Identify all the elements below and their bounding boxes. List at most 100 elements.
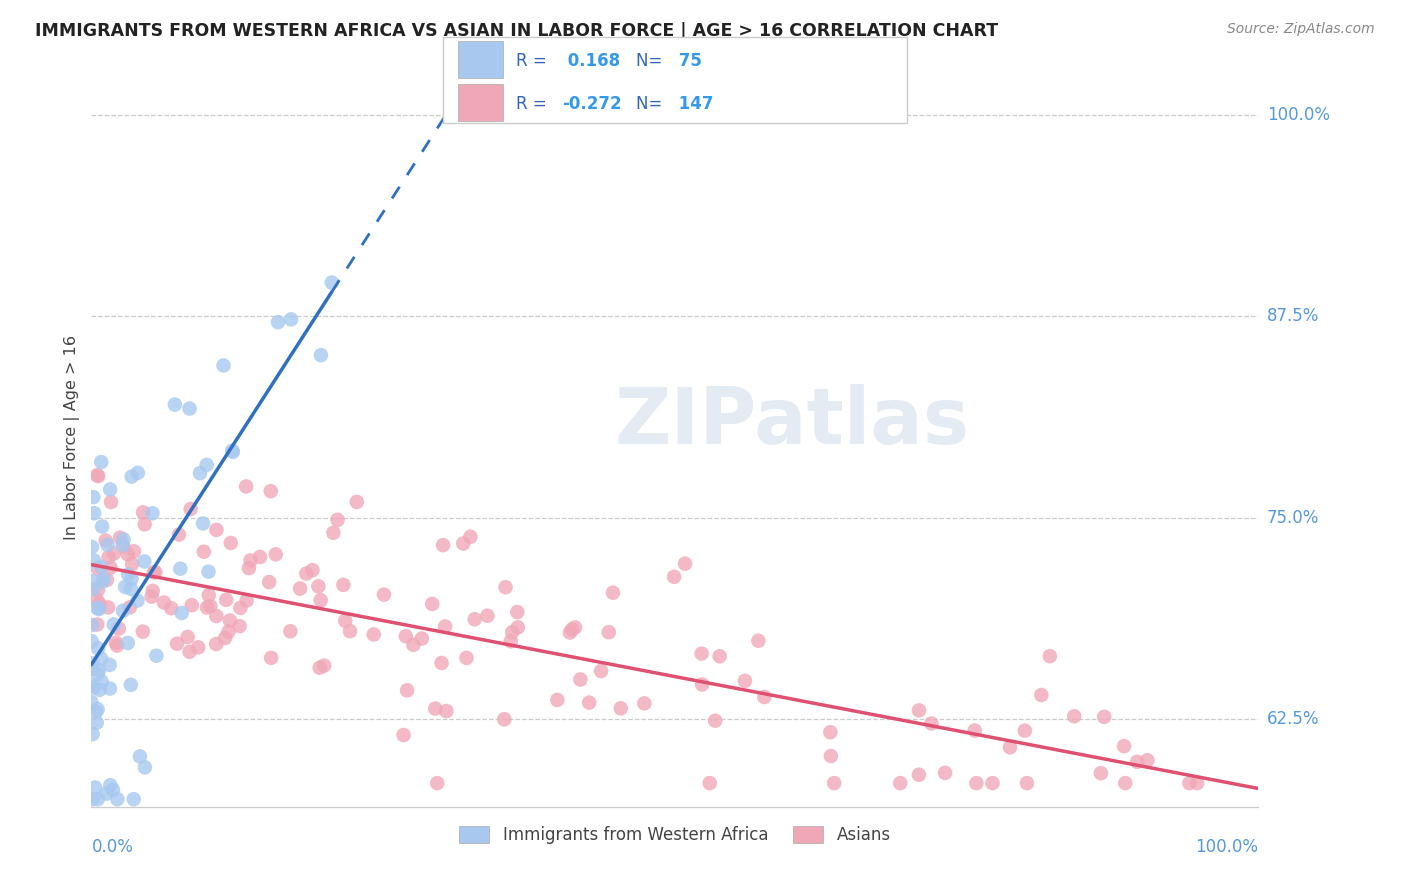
Point bbox=[260, 650, 283, 665]
Point bbox=[1063, 709, 1085, 723]
Text: 0.0%: 0.0% bbox=[91, 838, 134, 855]
Point bbox=[111, 538, 134, 552]
Point bbox=[212, 359, 235, 373]
Point bbox=[889, 776, 911, 790]
Point bbox=[98, 657, 121, 672]
Point bbox=[86, 468, 108, 483]
Point bbox=[610, 701, 633, 715]
Point bbox=[134, 760, 156, 774]
Point bbox=[392, 728, 415, 742]
Point bbox=[1015, 776, 1038, 790]
Legend: Immigrants from Western Africa, Asians: Immigrants from Western Africa, Asians bbox=[453, 819, 897, 851]
Point bbox=[704, 714, 727, 728]
Point bbox=[93, 572, 115, 586]
Point bbox=[82, 678, 104, 692]
Point bbox=[97, 550, 120, 565]
Point bbox=[86, 593, 108, 607]
Point bbox=[117, 547, 139, 561]
Point bbox=[112, 540, 135, 554]
Point bbox=[89, 597, 111, 611]
Text: R =: R = bbox=[516, 53, 553, 70]
Point bbox=[709, 649, 731, 664]
Point bbox=[205, 523, 228, 537]
Point bbox=[1039, 649, 1062, 664]
Point bbox=[87, 641, 110, 656]
Text: N=: N= bbox=[636, 95, 666, 113]
Point bbox=[908, 768, 931, 782]
Point bbox=[569, 673, 592, 687]
Point bbox=[235, 479, 257, 493]
Text: 75: 75 bbox=[673, 53, 703, 70]
Point bbox=[87, 602, 110, 616]
Point bbox=[430, 656, 453, 670]
Point bbox=[108, 622, 131, 636]
Point bbox=[82, 490, 104, 504]
Text: Source: ZipAtlas.com: Source: ZipAtlas.com bbox=[1227, 22, 1375, 37]
Point bbox=[321, 276, 343, 290]
Point bbox=[103, 617, 125, 632]
Text: 75.0%: 75.0% bbox=[1267, 508, 1319, 526]
Point bbox=[166, 637, 188, 651]
Point bbox=[179, 401, 201, 416]
Point bbox=[434, 619, 457, 633]
Point bbox=[402, 638, 425, 652]
Point bbox=[195, 458, 218, 472]
Point bbox=[264, 547, 287, 561]
Text: N=: N= bbox=[636, 53, 666, 70]
Point bbox=[96, 573, 118, 587]
Point bbox=[309, 593, 332, 607]
Point bbox=[295, 566, 318, 581]
Point bbox=[90, 674, 112, 689]
Point bbox=[396, 683, 419, 698]
Point bbox=[425, 701, 447, 715]
Point bbox=[82, 582, 104, 596]
Point bbox=[257, 575, 280, 590]
Point bbox=[506, 605, 529, 619]
Point bbox=[662, 570, 685, 584]
Point bbox=[823, 776, 845, 790]
Point bbox=[494, 712, 516, 726]
Text: R =: R = bbox=[516, 95, 553, 113]
Point bbox=[118, 600, 141, 615]
Point bbox=[91, 519, 114, 533]
Point bbox=[141, 590, 163, 604]
Point bbox=[301, 563, 323, 577]
Point bbox=[111, 604, 134, 618]
Point bbox=[87, 582, 110, 597]
Point bbox=[249, 549, 271, 564]
Point bbox=[229, 600, 252, 615]
Point bbox=[94, 533, 117, 548]
Point bbox=[963, 723, 986, 738]
Point bbox=[546, 693, 568, 707]
Point bbox=[87, 667, 110, 681]
Point bbox=[86, 715, 108, 730]
Point bbox=[1185, 776, 1208, 790]
Point bbox=[197, 565, 219, 579]
Point bbox=[145, 648, 167, 663]
Point bbox=[80, 540, 103, 554]
Point bbox=[420, 597, 443, 611]
Point bbox=[326, 513, 349, 527]
Point bbox=[100, 560, 122, 574]
Point bbox=[434, 704, 457, 718]
Point bbox=[132, 505, 155, 519]
Point bbox=[1112, 739, 1135, 753]
Point bbox=[180, 599, 202, 613]
Point bbox=[100, 495, 122, 509]
Point bbox=[699, 776, 721, 790]
Point bbox=[82, 727, 104, 741]
Point bbox=[820, 749, 842, 764]
Text: IMMIGRANTS FROM WESTERN AFRICA VS ASIAN IN LABOR FORCE | AGE > 16 CORRELATION CH: IMMIGRANTS FROM WESTERN AFRICA VS ASIAN … bbox=[35, 22, 998, 40]
Point bbox=[734, 673, 756, 688]
Point bbox=[288, 582, 311, 596]
Point bbox=[219, 614, 242, 628]
Point bbox=[87, 663, 110, 677]
Point bbox=[97, 538, 120, 552]
Point bbox=[451, 536, 474, 550]
Point bbox=[1114, 776, 1136, 790]
Text: 87.5%: 87.5% bbox=[1267, 308, 1319, 326]
Point bbox=[332, 578, 354, 592]
Point bbox=[98, 778, 121, 792]
Point bbox=[187, 640, 209, 655]
Point bbox=[87, 469, 110, 483]
